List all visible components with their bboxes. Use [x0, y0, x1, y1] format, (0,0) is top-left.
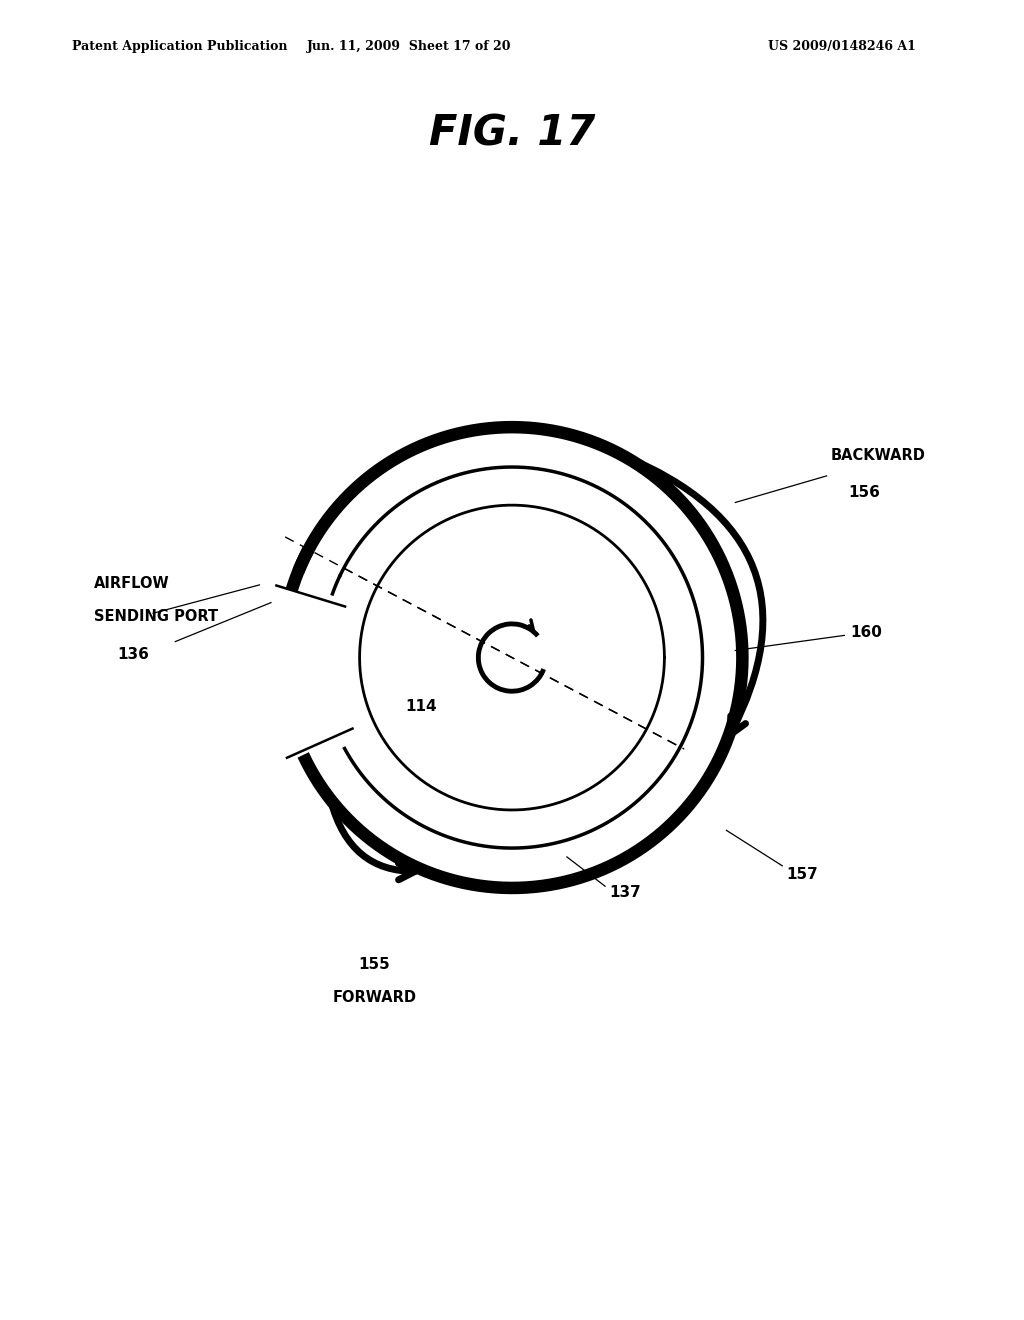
Text: 160: 160: [851, 626, 883, 640]
Text: 137: 137: [609, 884, 641, 900]
Text: 157: 157: [786, 867, 818, 882]
Text: FIG. 17: FIG. 17: [429, 112, 595, 154]
Text: Patent Application Publication: Patent Application Publication: [72, 40, 287, 53]
Text: 155: 155: [358, 957, 390, 972]
Text: 114: 114: [406, 698, 437, 714]
Text: FORWARD: FORWARD: [333, 990, 417, 1005]
Text: Jun. 11, 2009  Sheet 17 of 20: Jun. 11, 2009 Sheet 17 of 20: [307, 40, 512, 53]
Text: US 2009/0148246 A1: US 2009/0148246 A1: [768, 40, 915, 53]
Text: SENDING PORT: SENDING PORT: [94, 609, 218, 624]
Text: 136: 136: [118, 647, 150, 663]
Text: 156: 156: [849, 484, 881, 500]
Text: AIRFLOW: AIRFLOW: [94, 576, 169, 591]
Text: BACKWARD: BACKWARD: [831, 447, 926, 462]
